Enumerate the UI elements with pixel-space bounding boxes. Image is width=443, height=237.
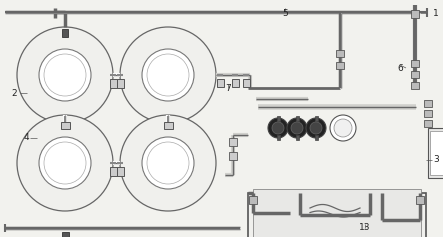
Bar xyxy=(424,120,432,127)
Text: 1: 1 xyxy=(433,9,439,18)
Circle shape xyxy=(17,115,113,211)
Bar xyxy=(117,167,124,176)
Bar xyxy=(61,122,70,129)
Bar xyxy=(336,50,344,57)
Bar xyxy=(424,110,432,117)
Bar xyxy=(277,135,280,140)
Circle shape xyxy=(272,122,284,134)
Bar xyxy=(336,62,344,69)
Circle shape xyxy=(306,118,326,138)
Circle shape xyxy=(120,27,216,123)
Bar xyxy=(411,82,419,89)
Bar xyxy=(110,167,117,176)
Bar xyxy=(315,116,318,121)
Circle shape xyxy=(330,115,356,141)
Circle shape xyxy=(268,118,288,138)
Text: 3: 3 xyxy=(433,155,439,164)
Bar xyxy=(62,232,69,237)
Circle shape xyxy=(120,115,216,211)
Text: 2: 2 xyxy=(11,88,17,97)
Bar xyxy=(232,79,239,87)
Bar xyxy=(248,193,426,237)
Circle shape xyxy=(39,137,91,189)
Bar xyxy=(416,196,424,204)
Bar xyxy=(164,122,173,129)
Bar xyxy=(296,135,299,140)
Bar xyxy=(217,79,224,87)
Bar xyxy=(110,79,117,88)
Circle shape xyxy=(291,122,303,134)
Circle shape xyxy=(39,49,91,101)
Bar xyxy=(411,60,419,67)
Bar xyxy=(243,79,250,87)
Bar xyxy=(277,116,280,121)
Bar xyxy=(411,10,419,18)
Bar xyxy=(249,196,257,204)
Bar xyxy=(296,116,299,121)
Text: 13: 13 xyxy=(359,223,371,232)
Bar xyxy=(428,128,443,178)
Text: 6: 6 xyxy=(397,64,403,73)
Bar xyxy=(229,138,237,146)
Bar xyxy=(430,131,443,175)
Bar xyxy=(117,79,124,88)
Circle shape xyxy=(334,119,352,137)
Bar xyxy=(411,71,419,78)
Circle shape xyxy=(142,137,194,189)
Bar xyxy=(424,100,432,107)
Circle shape xyxy=(287,118,307,138)
Bar xyxy=(315,135,318,140)
Circle shape xyxy=(310,122,322,134)
Text: 7: 7 xyxy=(225,83,231,92)
Text: 4: 4 xyxy=(23,133,29,142)
Circle shape xyxy=(142,49,194,101)
Bar xyxy=(62,29,68,37)
Bar xyxy=(229,152,237,160)
Circle shape xyxy=(17,27,113,123)
Text: 5: 5 xyxy=(282,9,288,18)
Bar xyxy=(253,189,421,237)
